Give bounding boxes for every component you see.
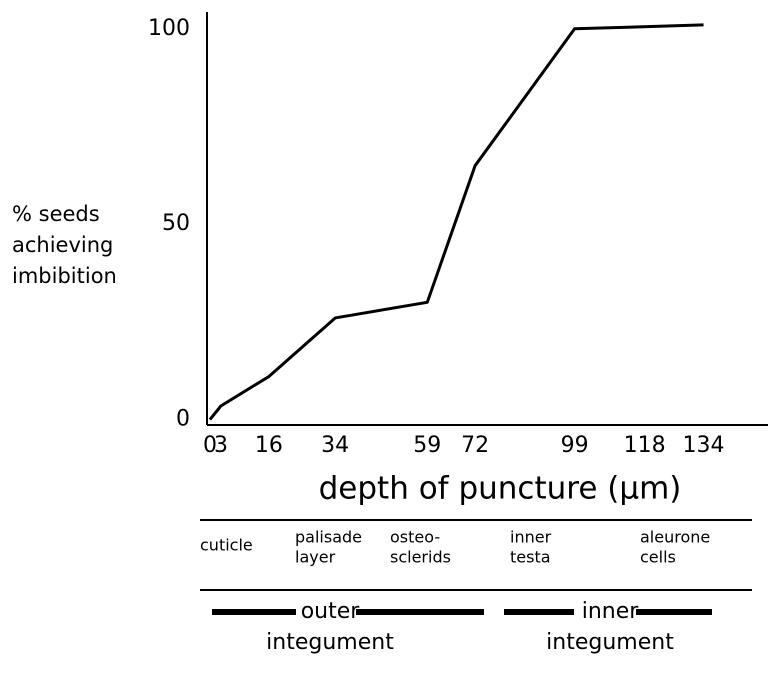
layer-label: osteo- xyxy=(390,528,440,547)
integument-label: outer xyxy=(301,599,361,624)
integument-label: inner xyxy=(582,599,640,624)
integument-label: integument xyxy=(546,630,674,655)
layer-label: testa xyxy=(510,548,551,567)
x-tick-label: 3 xyxy=(214,433,228,458)
layer-label: palisade xyxy=(295,528,362,547)
y-tick-label: 0 xyxy=(176,407,190,432)
y-axis-label: achieving xyxy=(12,233,113,257)
layer-label: aleurone xyxy=(640,528,710,547)
x-tick-label: 34 xyxy=(321,433,349,458)
layer-label: cells xyxy=(640,548,676,567)
x-tick-label: 134 xyxy=(683,433,725,458)
y-tick-label: 100 xyxy=(148,16,190,41)
x-tick-label: 0 xyxy=(203,433,217,458)
layer-label: inner xyxy=(510,528,552,547)
layer-label: cuticle xyxy=(200,536,253,555)
x-tick-label: 16 xyxy=(255,433,283,458)
y-tick-label: 50 xyxy=(162,211,190,236)
y-axis-label: imbibition xyxy=(12,264,117,288)
x-axis-label: depth of puncture (µm) xyxy=(319,471,682,507)
x-tick-label: 59 xyxy=(413,433,441,458)
data-line xyxy=(208,23,704,421)
y-axis-label: % seeds xyxy=(12,202,100,226)
x-tick-label: 99 xyxy=(561,433,589,458)
x-tick-label: 72 xyxy=(461,433,489,458)
layer-label: sclerids xyxy=(390,548,451,567)
layer-label: layer xyxy=(295,548,336,567)
integument-label: integument xyxy=(266,630,394,655)
x-tick-label: 118 xyxy=(624,433,666,458)
